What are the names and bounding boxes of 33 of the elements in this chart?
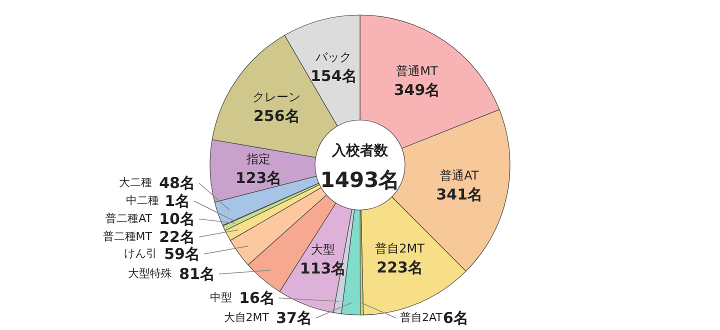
data-label: 16名 bbox=[239, 289, 275, 307]
slice-label: クレーン bbox=[252, 90, 301, 104]
data-label: 1名 bbox=[164, 192, 190, 210]
slice-label: 大型特殊 bbox=[128, 267, 172, 280]
data-label: 256名 bbox=[253, 107, 300, 126]
data-label: 81名 bbox=[179, 265, 215, 283]
slice-label: バック bbox=[314, 50, 352, 64]
data-label: 6名 bbox=[443, 309, 468, 327]
data-label: 349名 bbox=[394, 81, 440, 100]
slice-label: 普自2MT bbox=[375, 241, 426, 256]
text: 1493名 bbox=[320, 168, 400, 192]
slice-label: 普通MT bbox=[396, 64, 438, 78]
slice-label: 大型 bbox=[311, 242, 336, 257]
data-label: 59名 bbox=[164, 245, 200, 263]
data-label: 10名 bbox=[159, 210, 195, 228]
slice-label: 普通AT bbox=[440, 168, 480, 183]
slice-label: 指定 bbox=[246, 152, 271, 166]
data-label: 223名 bbox=[376, 258, 423, 276]
slice-label: 普二種AT bbox=[106, 212, 152, 225]
slice-label: けん引 bbox=[124, 247, 157, 260]
slice-label: 普自2AT bbox=[400, 311, 443, 324]
slice-label: 中二種 bbox=[126, 194, 159, 207]
slice-label: 大自2MT bbox=[224, 311, 270, 324]
data-label: 22名 bbox=[159, 228, 195, 246]
data-label: 154名 bbox=[310, 66, 357, 85]
data-label: 341名 bbox=[436, 186, 483, 204]
slice-label: 中型 bbox=[210, 291, 232, 304]
slice-label: 普二種MT bbox=[102, 230, 152, 243]
data-label: 37名 bbox=[276, 309, 312, 327]
data-label: 48名 bbox=[159, 174, 195, 192]
slice-label: 大二種 bbox=[119, 176, 152, 189]
data-label: 123名 bbox=[235, 169, 282, 188]
text: 入校者数 bbox=[331, 143, 389, 159]
